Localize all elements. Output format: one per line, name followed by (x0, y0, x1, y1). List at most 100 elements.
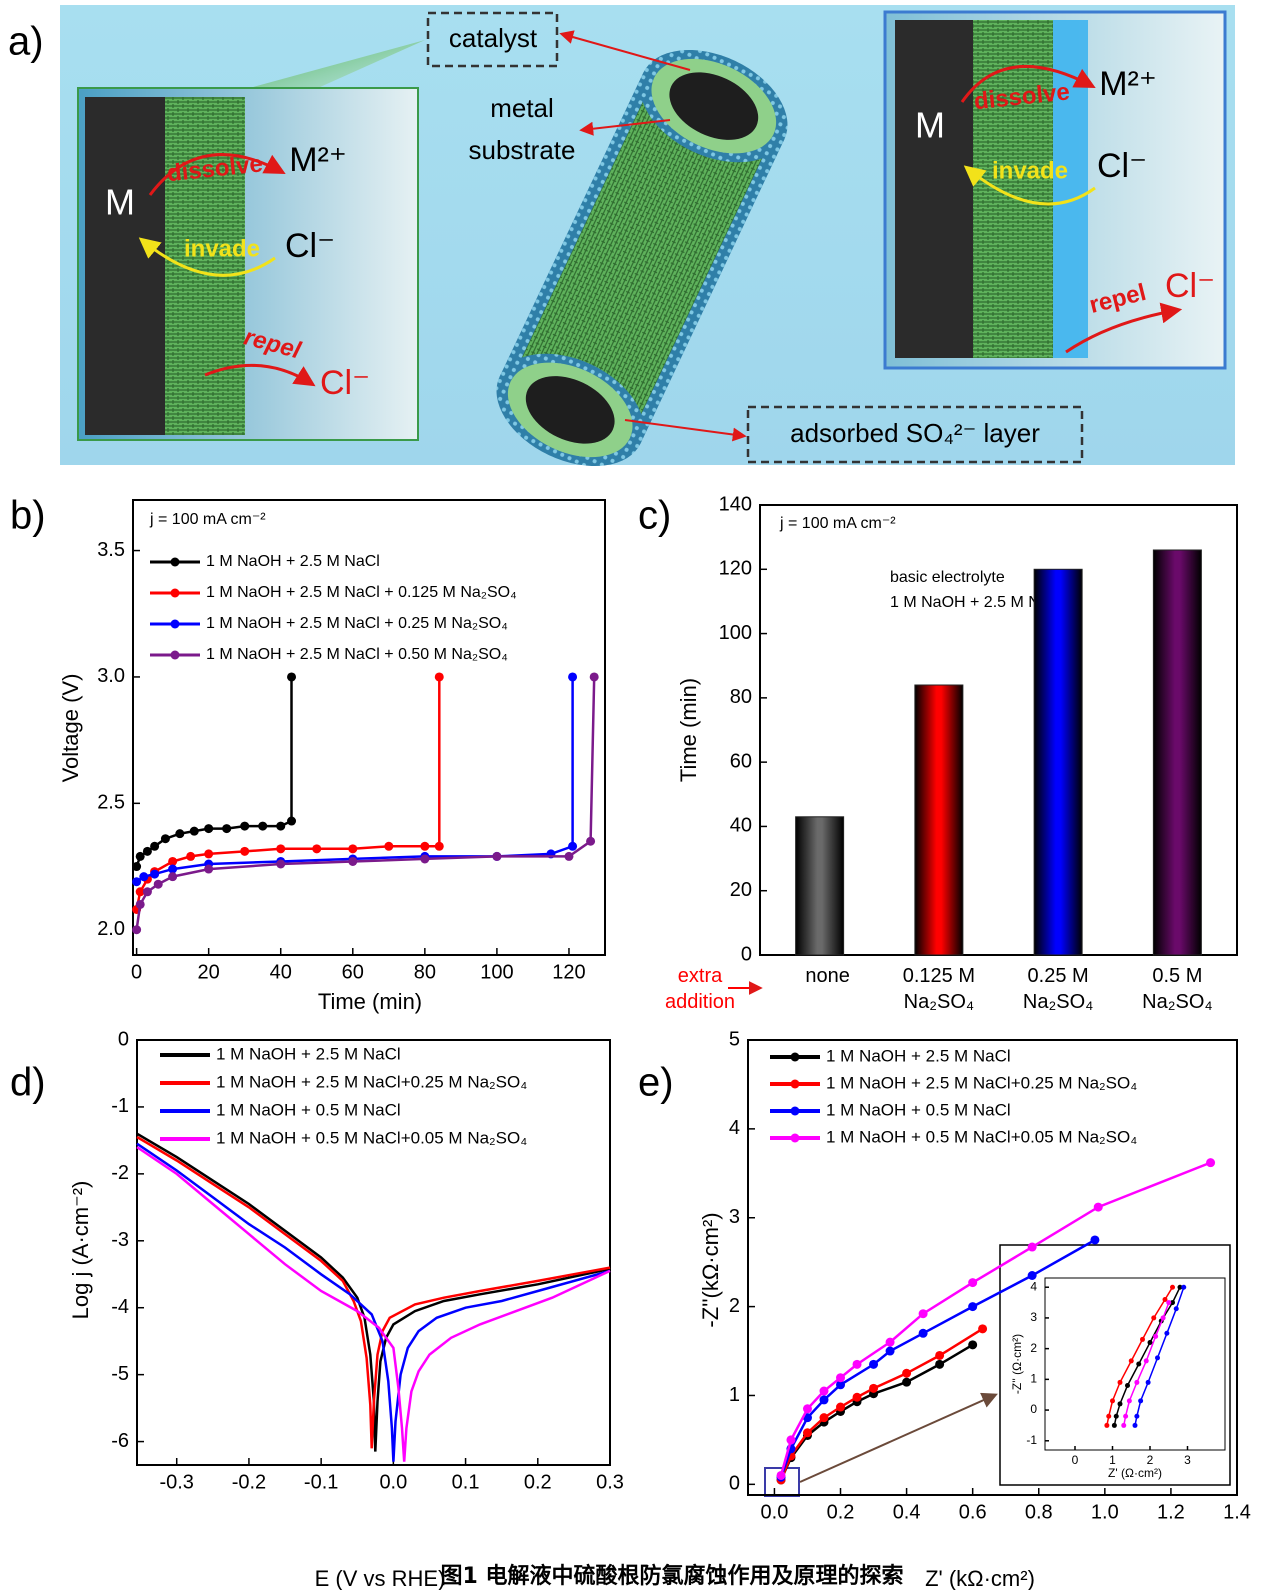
annotation: basic electrolyte (890, 569, 1005, 586)
data-point (150, 869, 160, 879)
data-point (802, 1404, 812, 1414)
y-tick-label: 2 (729, 1295, 740, 1317)
data-line (1123, 1302, 1170, 1426)
data-point (885, 1337, 895, 1347)
data-point (1153, 1333, 1159, 1339)
data-point (189, 826, 199, 836)
x-tick-label: -0.1 (304, 1471, 338, 1493)
legend-marker (170, 619, 180, 629)
data-point (1151, 1315, 1157, 1321)
data-point (836, 1402, 846, 1412)
x-tick-label: 3 (1184, 1453, 1191, 1467)
panel-a: a) catalyst metal substrate adsorbed SO₄… (8, 5, 1235, 467)
plot-frame (136, 1039, 611, 1466)
y-tick-label: 120 (719, 558, 752, 580)
data-point (1104, 1422, 1110, 1428)
data-point (434, 672, 444, 682)
data-point (420, 841, 430, 851)
data-point (150, 841, 160, 851)
data-point (1181, 1284, 1187, 1290)
x-tick-label: 60 (342, 961, 364, 983)
data-point (1110, 1398, 1115, 1404)
data-point (1177, 1284, 1183, 1290)
x-tick-label: -0.3 (159, 1471, 193, 1493)
y-tick-label: 140 (719, 493, 752, 515)
caption: 图1 电解液中硫酸根防氯腐蚀作用及原理的探索 (441, 1563, 904, 1589)
y-tick-label: 2.0 (97, 918, 125, 940)
y-tick-label: 1 (729, 1384, 740, 1406)
data-point (869, 1383, 879, 1393)
data-point (222, 824, 232, 834)
data-point (168, 864, 178, 874)
x-tick-label: 1.2 (1157, 1501, 1185, 1523)
data-point (1027, 1270, 1037, 1280)
legend-marker (170, 557, 180, 567)
ion-label: M²⁺ (1099, 65, 1157, 103)
data-point (1134, 1379, 1140, 1385)
x-tick-label: 0.6 (959, 1501, 987, 1523)
data-point (935, 1350, 945, 1360)
data-point (1136, 1361, 1142, 1367)
legend-label: 1 M NaOH + 0.5 M NaCl+0.05 M Na₂SO₄ (216, 1128, 527, 1147)
data-point (1140, 1336, 1145, 1342)
data-point (1117, 1379, 1123, 1385)
data-point (142, 846, 152, 856)
data-point (204, 824, 214, 834)
y-tick-label: 3 (1030, 1310, 1037, 1324)
data-point (1111, 1422, 1117, 1428)
y-tick-label: 40 (730, 815, 752, 837)
data-point (1147, 1340, 1153, 1345)
data-point (434, 841, 444, 851)
panel-label: a) (8, 20, 44, 64)
legend-label: 1 M NaOH + 2.5 M NaCl + 0.25 M Na₂SO₄ (206, 615, 508, 632)
data-line (779, 1327, 984, 1481)
annotation: 1 M NaOH + 2.5 M NaCl (890, 594, 1064, 611)
data-line (136, 1135, 611, 1449)
data-point (132, 862, 142, 872)
annotation: j = 100 mA cm⁻² (149, 511, 266, 528)
legend-label: 1 M NaOH + 0.5 M NaCl (216, 1100, 401, 1119)
data-point (1121, 1422, 1127, 1428)
data-point (1134, 1413, 1140, 1419)
data-point (287, 816, 297, 826)
data-point (918, 1328, 928, 1338)
data-point (240, 821, 250, 831)
data-point (586, 836, 596, 846)
data-point (568, 841, 578, 851)
x-tick-label: 40 (270, 961, 292, 983)
x-tick-label: 0.3 (596, 1471, 624, 1493)
data-point (1128, 1358, 1134, 1364)
y-tick-label: -1 (111, 1095, 129, 1117)
plot-frame (132, 499, 606, 956)
y-tick-label: 80 (730, 686, 752, 708)
data-point (1160, 1315, 1166, 1321)
data-point (968, 1302, 978, 1312)
data-point (819, 1413, 829, 1423)
data-point (204, 849, 214, 859)
y-tick-label: 4 (729, 1117, 740, 1139)
data-point (168, 872, 178, 882)
process-label: invade (184, 235, 260, 262)
data-point (819, 1386, 829, 1396)
y-tick-label: -1 (1026, 1433, 1037, 1447)
legend-label: 1 M NaOH + 2.5 M NaCl + 0.50 M Na₂SO₄ (206, 646, 508, 663)
legend-marker (790, 1133, 800, 1143)
x-axis-label: E (V vs RHE) (315, 1566, 446, 1590)
ion-label: Cl⁻ (285, 227, 335, 265)
x-tick-label: 0.1 (452, 1471, 480, 1493)
invade-arrows (138, 165, 1096, 277)
data-point (836, 1380, 846, 1390)
data-line (136, 1146, 611, 1462)
y-tick-label: -3 (111, 1229, 129, 1251)
data-point (135, 851, 145, 861)
y-tick-label: 2.5 (97, 792, 125, 814)
y-tick-label: 20 (730, 879, 752, 901)
metal-label: M (915, 105, 945, 146)
data-point (1162, 1297, 1168, 1302)
data-point (1166, 1300, 1172, 1306)
x-tick-label: 0.2 (524, 1471, 552, 1493)
y-tick-label: 5 (729, 1028, 740, 1050)
data-point (135, 887, 145, 897)
x-tick-label: 0 (1072, 1453, 1079, 1467)
